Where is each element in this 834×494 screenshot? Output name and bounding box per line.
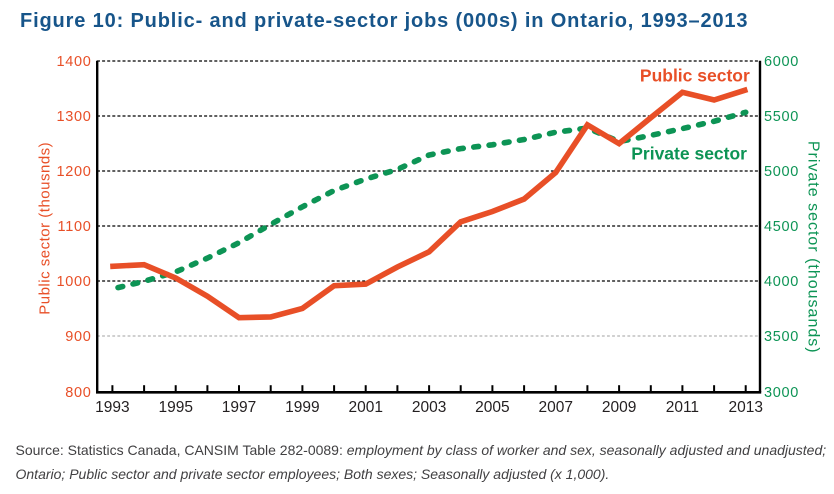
svg-text:Public sector: Public sector (640, 66, 750, 86)
svg-text:1200: 1200 (56, 164, 91, 180)
svg-text:1997: 1997 (222, 399, 256, 416)
svg-text:4500: 4500 (764, 219, 799, 235)
svg-text:2001: 2001 (348, 399, 382, 416)
svg-text:2005: 2005 (475, 399, 509, 416)
svg-text:1300: 1300 (56, 109, 91, 125)
svg-text:800: 800 (65, 385, 91, 401)
svg-text:5500: 5500 (764, 109, 799, 125)
svg-text:1100: 1100 (58, 219, 92, 235)
svg-text:3000: 3000 (764, 385, 799, 401)
svg-text:Private sector (thousands): Private sector (thousands) (805, 141, 822, 354)
svg-text:1400: 1400 (56, 54, 91, 70)
svg-text:Private sector: Private sector (631, 144, 747, 164)
svg-text:4000: 4000 (764, 274, 799, 290)
svg-text:1000: 1000 (56, 274, 91, 290)
svg-text:1993: 1993 (95, 399, 129, 416)
svg-text:2011: 2011 (666, 399, 699, 416)
svg-text:2013: 2013 (728, 399, 762, 416)
svg-text:2003: 2003 (412, 399, 446, 416)
svg-text:3500: 3500 (764, 329, 799, 345)
svg-text:6000: 6000 (764, 54, 799, 70)
svg-text:5000: 5000 (764, 164, 799, 180)
svg-text:2007: 2007 (538, 399, 572, 416)
svg-text:2009: 2009 (602, 399, 636, 416)
svg-text:Public sector (thousnds): Public sector (thousnds) (36, 142, 53, 315)
svg-text:900: 900 (65, 329, 91, 345)
svg-text:1995: 1995 (158, 399, 192, 416)
svg-text:1999: 1999 (285, 399, 319, 416)
